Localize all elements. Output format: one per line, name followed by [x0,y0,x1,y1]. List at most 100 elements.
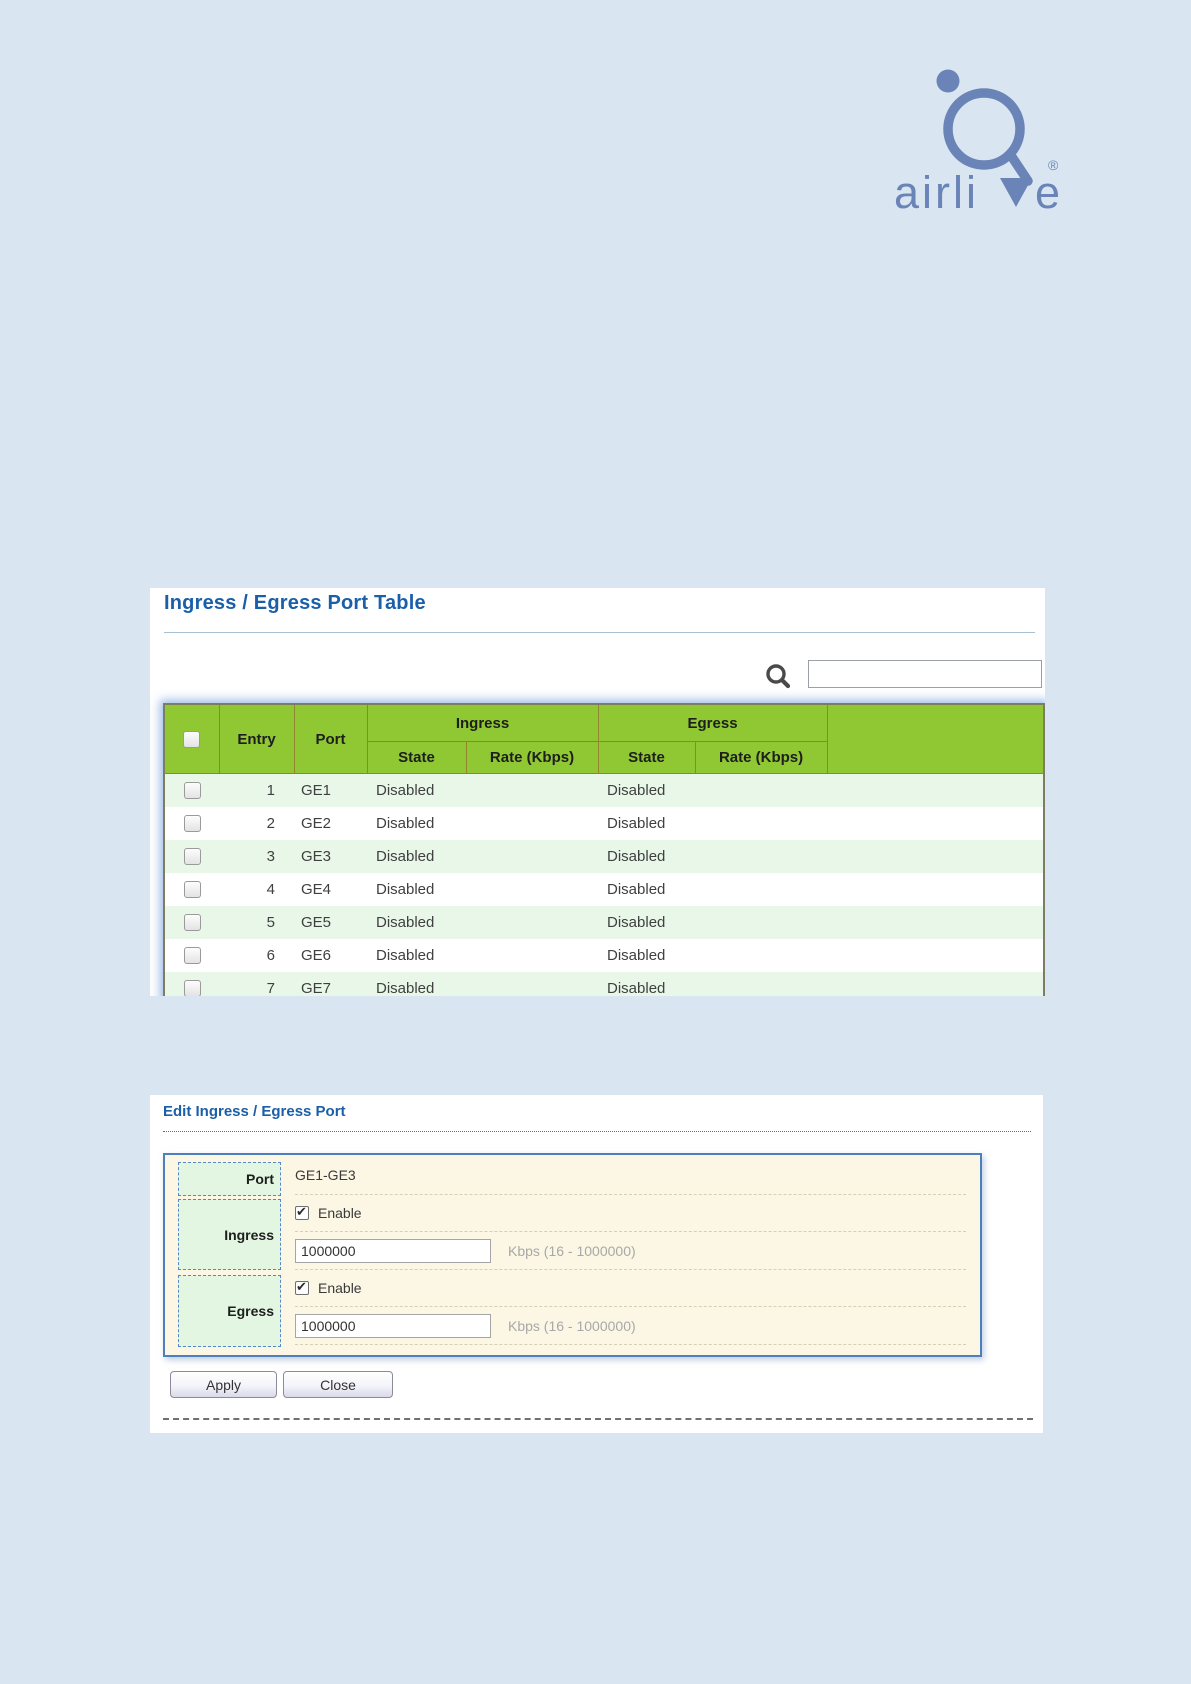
apply-button[interactable]: Apply [170,1371,277,1398]
ingress-state-cell: Disabled [376,980,435,996]
table-row: 1 GE1 Disabled Disabled [164,773,1045,808]
column-header-egress-rate: Rate (Kbps) [694,741,828,774]
egress-rate-cell [695,873,827,906]
column-header-egress: Egress [597,703,828,742]
port-cell: GE2 [301,815,332,832]
egress-field-label: Egress [178,1275,281,1347]
egress-rate-cell [695,939,827,972]
egress-rate-hint: Kbps (16 - 1000000) [508,1317,636,1334]
column-header-entry: Entry [218,703,295,774]
ingress-rate-cell [466,906,598,939]
entry-cell: 7 [266,980,275,996]
port-cell: GE5 [301,914,332,931]
logo-registered-mark: ® [1048,157,1058,173]
edit-panel-title: Edit Ingress / Egress Port [163,1103,346,1120]
ingress-field-label: Ingress [178,1199,281,1270]
entry-cell: 3 [266,848,275,865]
egress-rate-cell [695,906,827,939]
row-checkbox[interactable] [183,980,201,996]
entry-cell: 1 [266,782,275,799]
egress-rate-row: Kbps (16 - 1000000) [295,1307,966,1345]
blank-cell [827,774,1044,808]
egress-rate-cell [695,840,827,873]
egress-rate-input[interactable] [295,1313,491,1338]
logo-tail-icon [1005,149,1033,186]
port-field-label: Port [178,1162,281,1196]
port-cell: GE7 [301,980,332,996]
ingress-rate-cell [466,807,598,840]
port-cell: GE6 [301,947,332,964]
ingress-rate-cell [466,972,598,996]
select-all-header-cell [163,703,220,774]
table-row: 6 GE6 Disabled Disabled [164,939,1045,972]
entry-cell: 6 [266,947,275,964]
ingress-rate-cell [466,840,598,873]
table-row: 2 GE2 Disabled Disabled [164,807,1045,840]
egress-enable-checkbox[interactable] [295,1279,309,1295]
egress-enable-row: Enable [295,1270,966,1307]
search-input[interactable] [808,660,1042,688]
egress-state-cell: Disabled [607,980,666,996]
egress-state-cell: Disabled [607,881,666,898]
close-button[interactable]: Close [283,1371,393,1398]
row-checkbox[interactable] [183,947,201,965]
column-header-ingress-rate: Rate (Kbps) [465,741,599,774]
row-checkbox[interactable] [183,782,201,800]
port-table-panel: Ingress / Egress Port Table Entry Port I… [150,588,1045,996]
ingress-rate-row: Kbps (16 - 1000000) [295,1232,966,1270]
ingress-rate-input[interactable] [295,1238,491,1263]
table-row: 7 GE7 Disabled Disabled [164,972,1045,996]
page-title: Ingress / Egress Port Table [164,592,426,614]
search-icon [766,664,791,689]
ingress-enable-label: Enable [318,1205,362,1221]
entry-cell: 5 [266,914,275,931]
table-row: 4 GE4 Disabled Disabled [164,873,1045,906]
port-table: Entry Port Ingress Egress State Rate (Kb… [163,703,1045,996]
row-checkbox[interactable] [183,881,201,899]
dotted-divider-top [163,1131,1031,1132]
ingress-rate-cell [466,939,598,972]
port-cell: GE1 [301,782,332,799]
ingress-state-cell: Disabled [376,947,435,964]
select-all-checkbox[interactable] [183,730,201,748]
entry-cell: 2 [266,815,275,832]
table-row: 3 GE3 Disabled Disabled [164,840,1045,873]
ingress-state-cell: Disabled [376,914,435,931]
egress-rate-cell [695,774,827,808]
blank-cell [827,972,1044,996]
row-checkbox[interactable] [183,914,201,932]
egress-rate-cell [695,972,827,996]
column-header-egress-state: State [597,741,696,774]
port-value: GE1-GE3 [295,1155,966,1195]
edit-port-panel: Edit Ingress / Egress Port Port Ingress … [150,1095,1043,1433]
port-cell: GE4 [301,881,332,898]
ingress-state-cell: Disabled [376,782,435,799]
row-checkbox[interactable] [183,848,201,866]
ingress-state-cell: Disabled [376,815,435,832]
port-cell: GE3 [301,848,332,865]
blank-cell [827,807,1044,840]
logo-text-prefix: airli [894,167,979,218]
blank-cell [827,873,1044,906]
column-header-blank [826,703,1045,774]
title-divider [164,632,1035,633]
logo-dot-icon [936,69,960,93]
edit-form: Port Ingress Egress GE1-GE3 Enable Kbps … [163,1153,982,1357]
egress-state-cell: Disabled [607,782,666,799]
airlive-logo: airli e ® [894,69,1058,218]
egress-state-cell: Disabled [607,914,666,931]
table-row: 5 GE5 Disabled Disabled [164,906,1045,939]
column-header-ingress-state: State [366,741,467,774]
blank-cell [827,840,1044,873]
ingress-state-cell: Disabled [376,881,435,898]
ingress-enable-checkbox[interactable] [295,1204,309,1220]
row-checkbox[interactable] [183,815,201,833]
dashed-divider-bottom [163,1418,1033,1420]
egress-state-cell: Disabled [607,815,666,832]
ingress-rate-hint: Kbps (16 - 1000000) [508,1242,636,1259]
logo-ring-icon [943,88,1025,170]
column-header-ingress: Ingress [366,703,599,742]
logo-v-triangle-icon [1000,178,1032,207]
column-header-port: Port [293,703,368,774]
ingress-enable-row: Enable [295,1195,966,1232]
